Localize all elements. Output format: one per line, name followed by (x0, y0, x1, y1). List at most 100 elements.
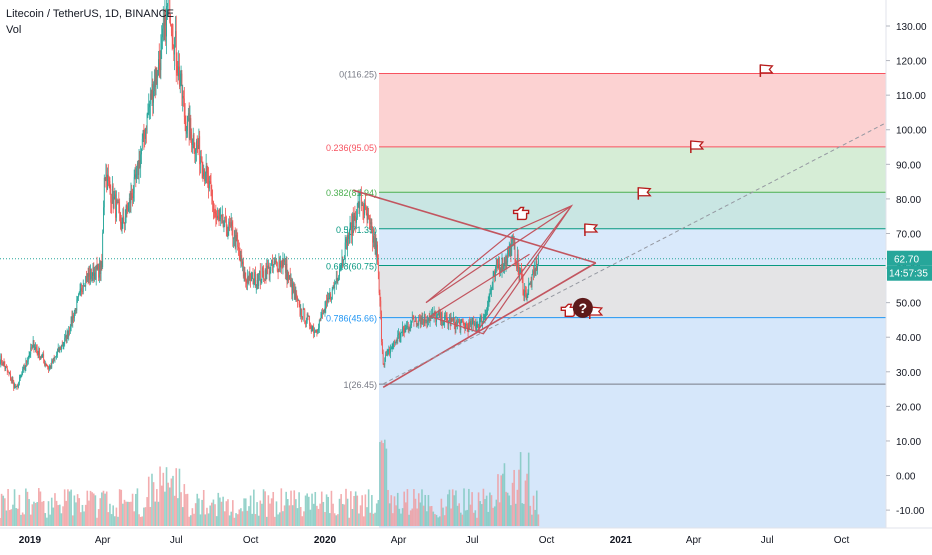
candle-body (467, 325, 468, 327)
candle-body (101, 261, 102, 274)
candle-body (103, 207, 104, 232)
candle-body (110, 181, 111, 189)
candle-body (74, 312, 75, 318)
candle-body (499, 264, 500, 273)
candle-body (216, 216, 217, 218)
candle-body (476, 327, 477, 328)
volume-bar (70, 490, 72, 526)
volume-bar (251, 514, 253, 526)
candle-body (115, 194, 116, 217)
volume-bar (198, 498, 200, 526)
candle-body (207, 166, 208, 173)
candle-body (198, 145, 199, 149)
volume-bar (311, 494, 313, 526)
volume-bar (442, 508, 444, 526)
candle-body (275, 261, 276, 262)
candle-body (327, 298, 328, 302)
candle-body (529, 284, 530, 285)
fib-level-label: 0.382(81.94) (326, 188, 377, 198)
volume-bar (390, 495, 392, 526)
volume-bar (54, 493, 56, 526)
volume-bar (411, 509, 413, 526)
candle-body (264, 279, 265, 280)
price-tick-label: 130.00 (896, 22, 927, 33)
candle-body (418, 324, 419, 325)
candle-body (527, 295, 528, 300)
candle-body (173, 45, 174, 54)
candle-body (266, 270, 267, 279)
volume-bar (319, 504, 321, 526)
volume-bar (208, 513, 210, 526)
candle-body (71, 316, 72, 329)
candle-body (6, 366, 7, 368)
candle-body (14, 384, 15, 388)
flag-cloth (760, 65, 772, 73)
volume-bar (405, 502, 407, 526)
candle-body (121, 223, 122, 230)
candle-body (132, 196, 133, 198)
candle-body (380, 293, 381, 301)
candle-body (221, 215, 222, 216)
candle-body (190, 118, 191, 132)
candle-body (272, 260, 273, 266)
candle-body (119, 205, 120, 212)
candle-body (43, 354, 44, 360)
candle-body (213, 201, 214, 210)
price-tick-label: 10.00 (896, 437, 921, 448)
candle-body (330, 294, 331, 300)
candle-body (351, 223, 352, 236)
time-axis-label: Oct (243, 535, 259, 546)
candle-body (12, 379, 13, 381)
candle-body (224, 217, 225, 226)
candle-body (17, 385, 18, 386)
volume-bar (279, 512, 281, 526)
candle-body (279, 261, 280, 267)
candle-body (240, 255, 241, 260)
candle-body (412, 318, 413, 322)
candle-body (502, 258, 503, 272)
volume-bar (243, 498, 245, 526)
candle-body (306, 322, 307, 323)
candle-body (17, 385, 18, 388)
volume-bar (15, 508, 17, 526)
volume-bar (285, 492, 287, 526)
candle-body (348, 235, 349, 239)
candle-body (139, 160, 140, 167)
volume-bar (538, 514, 540, 526)
candle-body (507, 250, 508, 262)
volume-bar (434, 514, 436, 526)
question-mark-icon[interactable]: ? (573, 298, 593, 318)
candle-body (446, 315, 447, 317)
candle-body (530, 282, 531, 283)
candle-body (44, 360, 45, 365)
volume-bar (513, 470, 515, 526)
volume-bar (258, 516, 260, 526)
volume-bar (65, 501, 67, 526)
candle-body (304, 309, 305, 310)
candle-body (87, 273, 88, 282)
candle-body (208, 177, 209, 189)
candle-body (396, 340, 397, 342)
candle-body (131, 193, 132, 196)
candle-body (51, 366, 52, 368)
candle-body (498, 264, 499, 268)
volume-bar (445, 506, 447, 526)
candle-body (135, 174, 136, 178)
volume-bar (151, 474, 153, 526)
symbol-title[interactable]: Litecoin / TetherUS, 1D, BINANCE (6, 8, 174, 20)
candle-body (24, 367, 25, 369)
fib-retracement[interactable]: 0(116.25)0.236(95.05)0.382(81.94)0.5(71.… (326, 70, 886, 528)
volume-bar (124, 500, 126, 526)
candle-body (298, 300, 299, 301)
candle-body (174, 38, 175, 55)
candle-body (289, 276, 290, 280)
candle-body (423, 319, 424, 323)
volume-bar (313, 504, 315, 526)
candle-body (290, 276, 291, 281)
volume-bar (17, 509, 19, 526)
candle-body (60, 347, 61, 349)
candle-body (388, 349, 389, 350)
